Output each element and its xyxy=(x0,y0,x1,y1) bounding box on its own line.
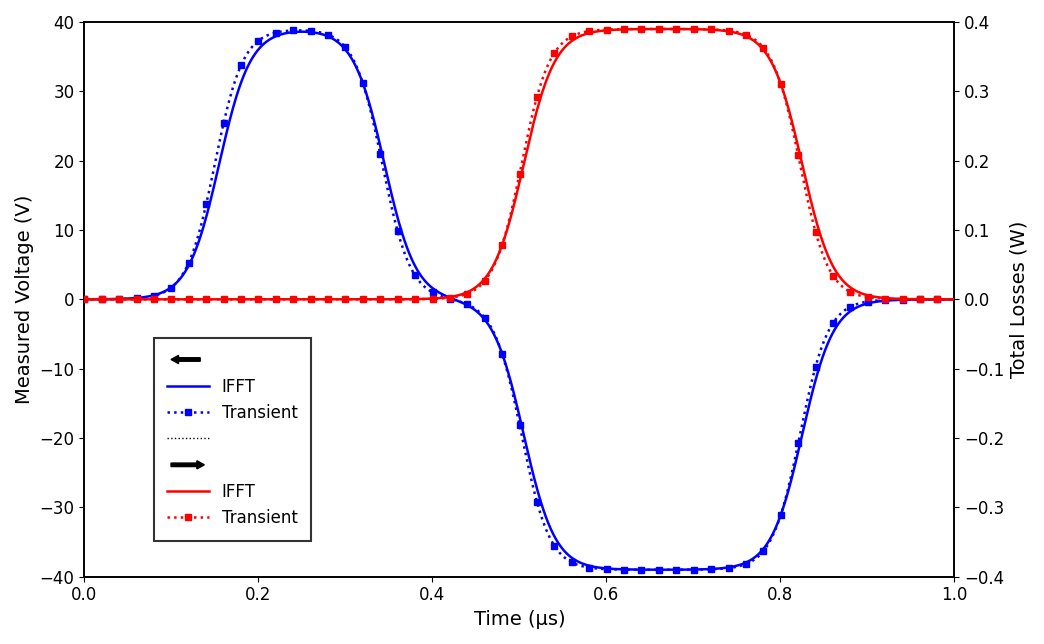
Y-axis label: Measured Voltage (V): Measured Voltage (V) xyxy=(15,194,34,404)
Y-axis label: Total Losses (W): Total Losses (W) xyxy=(1010,221,1029,378)
Legend: , IFFT, Transient, , , IFFT, Transient: , IFFT, Transient, , , IFFT, Transient xyxy=(153,338,311,541)
X-axis label: Time (μs): Time (μs) xyxy=(474,610,565,629)
